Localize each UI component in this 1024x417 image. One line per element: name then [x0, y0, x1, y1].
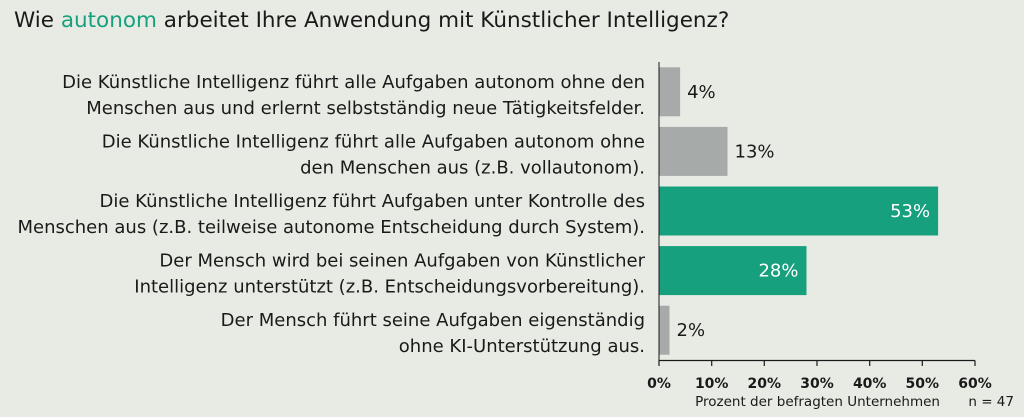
x-tick-label: 60%: [958, 376, 992, 392]
bar: [659, 305, 670, 355]
title-suffix: arbeitet Ihre Anwendung mit Künstlicher …: [156, 8, 730, 33]
category-label: Die Künstliche Intelligenz führt Aufgabe…: [17, 191, 645, 238]
chart-title: Wie autonom arbeitet Ihre Anwendung mit …: [14, 8, 729, 33]
value-label: 28%: [758, 261, 798, 282]
bars: [659, 67, 939, 355]
sample-size-note: n = 47: [968, 394, 1014, 410]
title-prefix: Wie: [14, 8, 61, 33]
title-highlight: autonom: [60, 8, 157, 33]
bar: [659, 126, 728, 176]
value-labels: 4% 13% 53% 28% 2%: [677, 82, 931, 341]
category-label: Die Künstliche Intelligenz führt alle Au…: [102, 131, 645, 178]
value-label: 2%: [677, 320, 706, 341]
bar: [659, 246, 807, 296]
x-tick-label: 30%: [800, 376, 834, 392]
category-labels: Die Künstliche Intelligenz führt alle Au…: [17, 72, 645, 357]
bar: [659, 67, 681, 117]
x-axis: 0% 10% 20% 30% 40% 50% 60%: [647, 62, 992, 392]
x-tick-label: 0%: [647, 376, 671, 392]
x-axis-label: Prozent der befragten Unternehmen: [695, 394, 940, 410]
value-label: 13%: [735, 141, 775, 162]
x-tick-label: 40%: [853, 376, 887, 392]
category-label: Der Mensch führt seine Aufgaben eigenstä…: [221, 310, 645, 357]
bar: [659, 186, 939, 236]
category-label: Der Mensch wird bei seinen Aufgaben von …: [134, 251, 645, 298]
x-tick-label: 20%: [748, 376, 782, 392]
value-label: 53%: [890, 201, 930, 222]
x-tick-label: 10%: [695, 376, 729, 392]
value-label: 4%: [687, 82, 716, 103]
x-tick-label: 50%: [906, 376, 940, 392]
category-label: Die Künstliche Intelligenz führt alle Au…: [62, 72, 645, 119]
